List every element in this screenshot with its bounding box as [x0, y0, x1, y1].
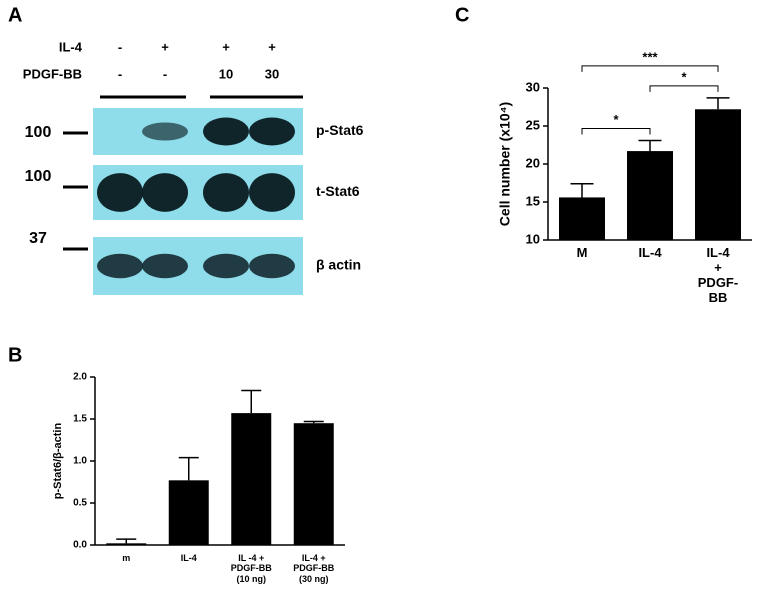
y-tick-label: 1.5	[73, 414, 87, 425]
x-tick-label: IL-4	[638, 245, 662, 260]
treatment-value: 10	[219, 66, 233, 81]
y-tick-label: 25	[526, 117, 540, 132]
treatment-value: +	[268, 39, 276, 54]
bar	[106, 543, 147, 545]
treatment-value: -	[163, 66, 167, 81]
marker-size: 100	[25, 168, 52, 185]
significance-bracket	[581, 65, 719, 72]
treatment-value: -	[118, 66, 122, 81]
y-axis-label: p-Stat6/β-actin	[52, 423, 64, 500]
error-bar	[241, 389, 262, 414]
blot-band	[249, 117, 295, 146]
blot-band	[203, 253, 249, 279]
treatment-value: 30	[265, 66, 279, 81]
significance-label: *	[681, 69, 687, 84]
x-tick-label: IL-4 + PDGF-BB (30 ng)	[293, 553, 335, 584]
x-tick-label: IL -4 + PDGF-BB (10 ng)	[230, 553, 272, 584]
y-tick-label: 20	[526, 155, 540, 170]
error-bar	[570, 183, 594, 198]
blot-band	[97, 253, 143, 279]
significance-bracket	[649, 85, 719, 92]
y-tick-label: 10	[526, 231, 540, 246]
treatment-value: +	[161, 39, 169, 54]
marker-size: 100	[25, 124, 52, 141]
blot-band	[142, 253, 188, 279]
y-tick-label: 2.0	[73, 372, 87, 383]
blot-band	[203, 173, 249, 212]
bar	[293, 423, 334, 545]
band-name: p-Stat6	[316, 122, 364, 138]
y-tick-label: 0.0	[73, 540, 87, 551]
marker-size: 37	[29, 230, 47, 247]
blot-band	[203, 117, 249, 146]
panel-label: B	[8, 344, 22, 366]
error-bar	[638, 139, 662, 152]
error-bar	[116, 538, 137, 544]
x-tick-label: M	[576, 245, 588, 260]
blot-band	[249, 253, 295, 279]
error-bar	[178, 456, 199, 481]
y-tick-label: 1.0	[73, 456, 87, 467]
treatment-value: -	[118, 39, 122, 54]
blot-band	[97, 173, 143, 212]
bar	[231, 413, 272, 545]
bar	[695, 109, 741, 240]
x-tick-label: IL-4 + PDGF-BB	[697, 245, 739, 305]
blot-band	[142, 122, 188, 141]
blot-band	[142, 173, 188, 212]
panel-label: C	[455, 4, 469, 26]
significance-label: ***	[642, 49, 658, 64]
treatment-value: +	[222, 39, 230, 54]
x-tick-label: m	[122, 553, 131, 563]
panel-label: A	[8, 4, 22, 26]
treatment-name: IL-4	[59, 39, 83, 54]
bar	[559, 197, 605, 240]
x-tick-label: IL-4	[180, 553, 197, 563]
bar	[627, 151, 673, 240]
blot-band	[249, 173, 295, 212]
bar	[168, 480, 209, 545]
band-name: β actin	[316, 257, 361, 273]
y-tick-label: 30	[526, 79, 540, 94]
significance-bracket	[581, 127, 651, 135]
band-name: t-Stat6	[316, 183, 360, 199]
y-axis-label: Cell number (x10⁴)	[497, 102, 513, 226]
error-bar	[706, 97, 730, 110]
error-bar	[303, 420, 324, 424]
significance-label: *	[613, 112, 619, 127]
y-tick-label: 0.5	[73, 498, 87, 509]
treatment-name: PDGF-BB	[23, 66, 82, 81]
y-tick-label: 15	[526, 193, 540, 208]
